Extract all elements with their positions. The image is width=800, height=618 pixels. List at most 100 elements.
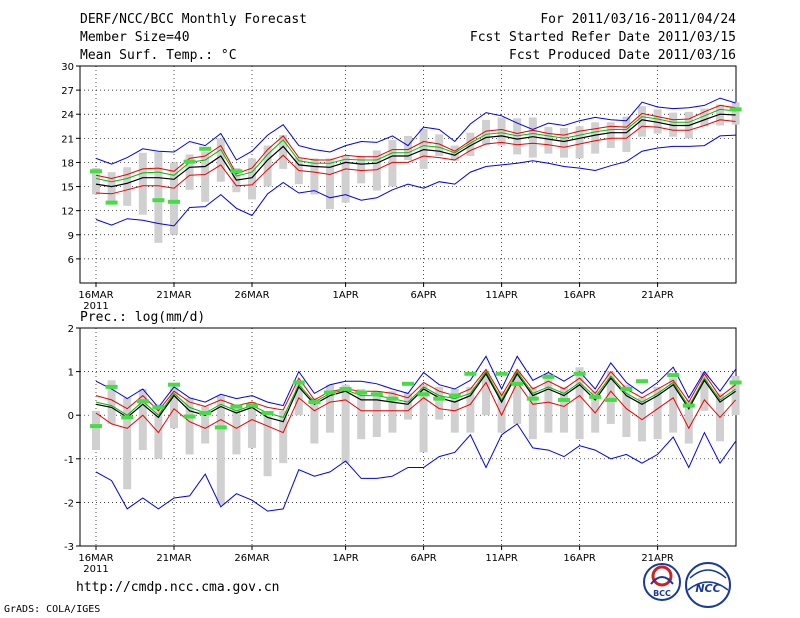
precip-observed-mark <box>589 394 602 399</box>
temp-observed-mark <box>152 198 165 203</box>
precip-spread-box <box>700 371 709 411</box>
temp-observed-mark <box>729 107 742 112</box>
ncc-logo: NCC <box>685 562 731 608</box>
precip-observed-mark <box>152 405 165 410</box>
precip-spread-box <box>341 384 350 464</box>
temp-spread-box <box>388 139 397 187</box>
forecast-period: For 2011/03/16-2011/04/24 <box>540 12 736 27</box>
precip-spread-box <box>138 389 147 451</box>
precip-spread-box <box>279 410 288 464</box>
temp-spread-box <box>154 151 163 243</box>
precip-observed-mark <box>246 403 258 408</box>
temp-spread-box <box>326 158 334 210</box>
precip-observed-mark <box>308 400 321 405</box>
precip-observed-mark <box>121 415 134 420</box>
temp-ytick-label: 18 <box>61 158 74 169</box>
temp-spread-box <box>357 156 366 184</box>
precip-xtick-label: 21APR <box>641 553 674 564</box>
temp-spread-box <box>92 168 100 195</box>
temp-spread-box <box>731 102 740 125</box>
temp-spread-box <box>138 152 147 215</box>
member-size: Member Size=40 <box>80 30 190 45</box>
precip-observed-mark <box>324 390 336 395</box>
precip-spread-box <box>185 397 194 455</box>
variable-label: Mean Surf. Temp.: °C <box>80 48 237 63</box>
temp-spread-box <box>575 126 584 159</box>
precip-observed-mark <box>620 387 633 392</box>
precip-observed-mark <box>339 387 352 392</box>
temp-xtick-label: 16APR <box>563 290 596 301</box>
chart-title: DERF/NCC/BCC Monthly Forecast <box>80 12 307 27</box>
temp-spread-box <box>560 127 568 158</box>
precipitation-panel: -3 -2 -1 0 1 2 16MAR 21MAR 26MAR 1APR 6APR 11APR 16A… <box>64 324 742 575</box>
temp-spread-box <box>404 135 412 161</box>
precip-spread-box <box>232 404 241 455</box>
temp-spread-box <box>372 150 381 191</box>
precip-observed-mark <box>729 380 742 385</box>
temp-xtick-label: 16MAR <box>78 290 113 301</box>
temp-ytick-label: 24 <box>61 110 74 121</box>
precip-spread-box <box>497 391 506 433</box>
temp-ytick-label: 27 <box>61 86 74 97</box>
precip-spread-box <box>513 371 522 424</box>
precip-year-label: 2011 <box>83 564 108 575</box>
temp-xtick-label: 21MAR <box>156 290 191 301</box>
temp-xtick-label: 1APR <box>333 290 359 301</box>
precip-lower-line <box>95 381 736 434</box>
precip-spread-box <box>419 384 428 453</box>
precip-spread-box <box>528 386 537 440</box>
temp-spread-box <box>638 106 646 137</box>
precip-observed-mark <box>105 384 118 389</box>
temp-spread-box <box>466 132 475 157</box>
precip-frame <box>79 327 737 547</box>
precip-observed-mark <box>417 392 430 397</box>
precip-observed-mark <box>636 379 648 384</box>
precip-spread-box <box>669 378 678 433</box>
temp-observed-mark <box>230 169 243 174</box>
precip-spread-box <box>482 371 490 416</box>
precip-spread-box <box>560 386 568 433</box>
precip-spread-box <box>326 384 334 433</box>
temp-ytick-label: 15 <box>61 183 74 194</box>
temp-observed-mark <box>90 169 102 174</box>
temp-observed-mark <box>183 159 196 164</box>
temp-spread-box <box>263 145 272 187</box>
precip-observed-mark <box>292 380 305 385</box>
precip-observed-mark <box>558 397 570 402</box>
precip-observed-mark <box>136 399 149 404</box>
temp-lower-line <box>95 119 736 195</box>
precip-spread-box <box>653 386 662 440</box>
precip-spread-box <box>310 397 319 444</box>
precip-spread-box <box>248 402 256 448</box>
temp-spread-box <box>216 138 225 182</box>
precip-observed-mark <box>214 425 227 430</box>
precip-observed-mark <box>464 371 477 376</box>
temp-xtick-label: 21APR <box>641 290 674 301</box>
precip-ytick-label: 2 <box>68 324 74 335</box>
precip-spread-box <box>466 386 475 433</box>
temp-spread-box <box>341 155 350 203</box>
precip-observed-mark <box>230 404 243 409</box>
temp-ytick-label: 9 <box>68 231 74 242</box>
precip-observed-mark <box>573 371 586 376</box>
temperature-panel: 6 9 12 15 18 21 24 27 30 16MAR 21MAR 26MAR 1APR 6APR 1… <box>61 62 742 312</box>
temp-spread-box <box>201 151 210 202</box>
precip-spread-box <box>404 393 412 420</box>
temp-spread-box <box>544 127 553 154</box>
temp-xtick-label: 11APR <box>485 290 518 301</box>
precip-spread-box <box>154 404 163 459</box>
temp-spread-box <box>591 122 600 154</box>
temp-spread-box <box>669 112 678 137</box>
temp-spread-box <box>310 158 319 195</box>
precip-xtick-label: 21MAR <box>156 553 191 564</box>
temp-spread-box <box>528 117 537 158</box>
grads-credit: GrADS: COLA/IGES <box>4 604 101 615</box>
temp-max-line <box>95 97 736 165</box>
temp-inner-line <box>95 108 736 183</box>
precip-ytick-label: 0 <box>68 411 74 422</box>
precip-spread-box <box>170 386 178 429</box>
precip-xtick-label: 6APR <box>411 553 437 564</box>
temp-year-label: 2011 <box>83 301 108 312</box>
temp-spread-box <box>248 158 256 200</box>
